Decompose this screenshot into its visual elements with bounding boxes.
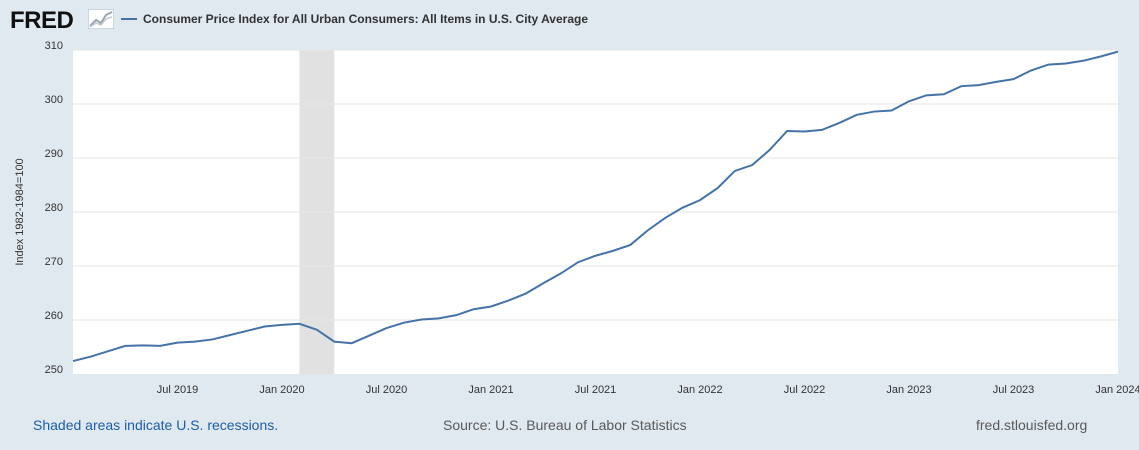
x-axis-ticks: Jul 2019 Jan 2020 Jul 2020 Jan 2021 Jul 2021… [157,384,1139,396]
cpi-series-line[interactable] [72,50,1119,363]
x-tick-label: Jul 2021 [575,384,617,396]
chart-header: FRED Consumer Price Index for All Urban … [0,0,1139,40]
x-tick-label: Jul 2022 [784,384,826,396]
site-link[interactable]: fred.stlouisfed.org [976,417,1088,433]
y-tick-label: 290 [45,148,63,160]
x-tick-label: Jan 2020 [259,384,304,396]
y-tick-label: 310 [45,40,63,52]
fred-logo-chart-icon[interactable] [88,9,114,29]
x-tick-label: Jan 2023 [886,384,931,396]
y-tick-label: 270 [45,256,63,268]
x-tick-label: Jan 2024 [1095,384,1139,396]
x-tick-label: Jan 2022 [677,384,722,396]
x-tick-label: Jul 2019 [157,384,199,396]
legend-label: Consumer Price Index for All Urban Consu… [143,12,588,26]
y-tick-label: 280 [45,202,63,214]
y-tick-label: 260 [45,310,63,322]
y-tick-label: 300 [45,94,63,106]
fred-logo[interactable]: FRED [10,7,74,34]
x-tick-label: Jul 2023 [993,384,1035,396]
x-tick-label: Jul 2020 [366,384,408,396]
y-axis-label: Index 1982-1984=100 [14,158,26,265]
y-tick-label: 250 [45,364,63,376]
recession-note[interactable]: Shaded areas indicate U.S. recessions. [33,417,279,433]
gridlines [73,49,1118,321]
legend-swatch [121,18,137,20]
y-axis-ticks: 250 260 270 280 290 300 310 [45,40,63,376]
source-text: Source: U.S. Bureau of Labor Statistics [443,417,687,433]
legend: Consumer Price Index for All Urban Consu… [121,12,588,26]
x-tick-label: Jan 2021 [468,384,513,396]
